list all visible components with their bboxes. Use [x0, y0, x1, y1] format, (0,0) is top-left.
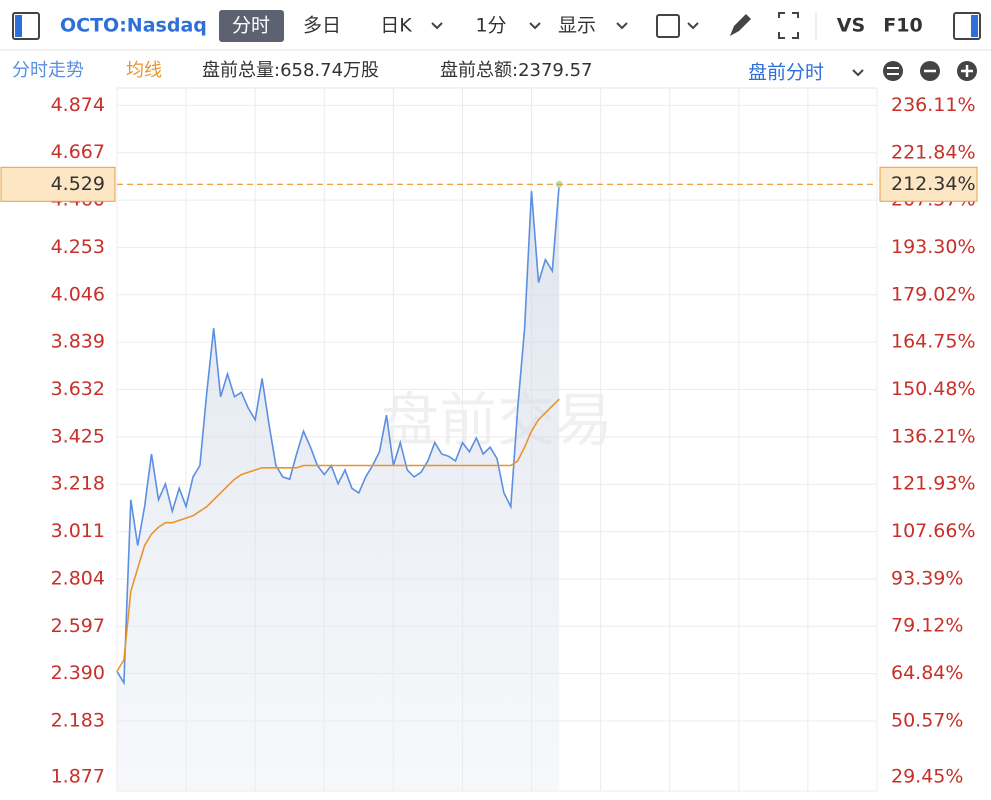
- y-tick-label: 2.804: [51, 567, 105, 589]
- panel-toggle[interactable]: [953, 12, 981, 40]
- y2-tick-label: 164.75%: [891, 331, 976, 353]
- y2-tick-label: 179.02%: [891, 283, 976, 305]
- tab-active-bg: [219, 10, 284, 42]
- f10-button[interactable]: F10: [883, 15, 922, 37]
- vs-button[interactable]: VS: [837, 15, 865, 37]
- tab[interactable]: 显示: [558, 15, 596, 37]
- tab[interactable]: 1分: [475, 15, 506, 37]
- chevron[interactable]: [431, 22, 443, 30]
- y2-tick-label: 221.84%: [891, 141, 976, 163]
- y2-tick-label: 93.39%: [891, 567, 963, 589]
- toolbar: [0, 0, 991, 50]
- watermark: 盘前交易: [381, 386, 613, 454]
- legend-entry[interactable]: 均线: [126, 60, 162, 81]
- y-tick-label: 3.839: [51, 331, 105, 353]
- sidebar-toggle[interactable]: [12, 12, 40, 40]
- fullscreen[interactable]: [778, 12, 799, 39]
- average-line: [116, 398, 560, 672]
- zoom-in[interactable]: [957, 61, 977, 81]
- legend-entry[interactable]: 分时走势: [12, 60, 84, 81]
- tab[interactable]: 多日: [303, 15, 341, 37]
- y-tick-label: 4.046: [51, 283, 105, 305]
- y-tick-label: 1.877: [51, 766, 105, 788]
- price-line: [116, 184, 560, 686]
- y2-tick-label: 107.66%: [891, 520, 976, 542]
- y2-tick-label: 121.93%: [891, 473, 976, 495]
- last-price-label: 4.529: [51, 173, 105, 195]
- price-area: [117, 184, 560, 792]
- y-tick-label: 3.218: [51, 473, 105, 495]
- last-pct-box: [879, 166, 978, 202]
- y-tick-label: 3.632: [51, 378, 105, 400]
- zoom-out[interactable]: [920, 61, 940, 81]
- y-tick-label: 2.390: [51, 662, 105, 684]
- last-pct-label: 212.34%: [891, 173, 976, 195]
- chevron[interactable]: [616, 22, 628, 30]
- tab[interactable]: 日K: [380, 15, 412, 37]
- tab[interactable]: 分时: [232, 15, 270, 37]
- y-tick-label: 4.253: [51, 236, 105, 258]
- draw-tool[interactable]: [730, 14, 751, 36]
- y-tick-label: 4.874: [51, 94, 105, 116]
- chevron[interactable]: [852, 69, 864, 77]
- y2-tick-label: 29.45%: [891, 766, 963, 788]
- chevron[interactable]: [687, 22, 699, 30]
- premarket-amount: 盘前总额:2379.57: [440, 60, 593, 81]
- y-tick-label: 4.667: [51, 141, 105, 163]
- y2-tick-label: 136.21%: [891, 425, 976, 447]
- y-tick-label: 2.183: [51, 709, 105, 731]
- y-tick-label: 3.425: [51, 425, 105, 447]
- session-select[interactable]: 盘前分时: [748, 62, 824, 84]
- y2-tick-label: 193.30%: [891, 236, 976, 258]
- y2-tick-label: 150.48%: [891, 378, 976, 400]
- zoom-reset[interactable]: [883, 61, 903, 81]
- y2-tick-label: 64.84%: [891, 662, 963, 684]
- y-tick-label: 3.011: [51, 520, 105, 542]
- premarket-volume: 盘前总量:658.74万股: [202, 60, 379, 81]
- symbol[interactable]: OCTO:Nasdaq: [60, 15, 207, 37]
- y-tick-label: 2.597: [51, 615, 105, 637]
- y2-tick-label: 236.11%: [891, 94, 976, 116]
- chevron[interactable]: [529, 22, 541, 30]
- y2-tick-label: 79.12%: [891, 615, 963, 637]
- y2-tick-label: 50.57%: [891, 709, 963, 731]
- checkbox[interactable]: [656, 14, 680, 38]
- last-price-box: [0, 166, 116, 202]
